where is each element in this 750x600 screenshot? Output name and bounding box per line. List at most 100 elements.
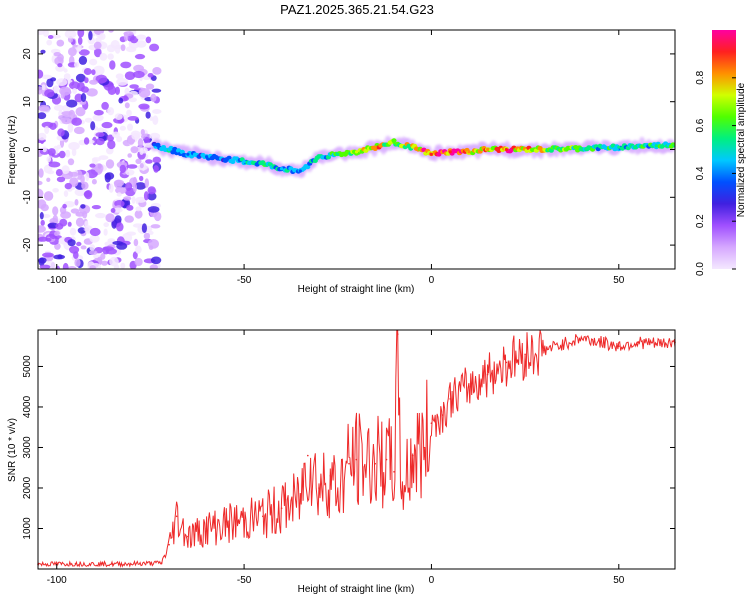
spectrogram-noise-cell: [107, 85, 117, 95]
spectrogram-noise-cell: [77, 36, 83, 46]
spectrogram-noise-cell: [56, 78, 68, 86]
spectrogram-noise-cell: [115, 86, 120, 96]
spectrogram-noise-cell: [136, 40, 147, 48]
spectrogram-y-ticks: -20 -10 0 10 20: [22, 48, 675, 252]
spectrogram-noise-cell: [44, 126, 50, 134]
spectrogram-noise-cell: [80, 204, 86, 209]
snr-data-point: [561, 343, 564, 346]
spectrogram-noise-cell: [125, 231, 137, 236]
spectrogram-noise-cell: [120, 262, 126, 269]
spectrogram-noise-cell: [126, 109, 132, 117]
spectrogram-noise-cell: [135, 206, 142, 212]
spectrogram-noise-cell: [91, 205, 101, 210]
spectrogram-track-point: [298, 169, 302, 173]
snr-data-point: [486, 373, 489, 376]
spectrogram-noise-cell: [88, 30, 93, 41]
snr-data-point: [400, 491, 403, 493]
spectrogram-noise-cell: [108, 183, 114, 193]
snr-x-axis-label: Height of straight line (km): [298, 584, 415, 595]
y-tick-label: -20: [22, 237, 33, 252]
spectrogram-track-point: [167, 147, 171, 152]
spectrogram-noise-cell: [115, 73, 124, 80]
x-tick-label: -50: [237, 575, 252, 586]
spectrogram-noise-cell: [110, 208, 116, 213]
spectrogram-noise-cell: [69, 81, 80, 90]
spectrogram-noise-cell: [46, 78, 54, 88]
spectrogram-noise-cell: [138, 88, 151, 98]
spectrogram-noise-cell: [93, 109, 104, 116]
snr-data-point: [337, 491, 339, 493]
spectrogram-track-point: [205, 155, 209, 159]
snr-data-point: [599, 341, 601, 344]
spectrogram-noise-cell: [38, 257, 47, 264]
spectrogram-track-point: [429, 152, 433, 156]
spectrogram-noise-cell: [74, 61, 80, 68]
spectrogram-noise-cell: [76, 241, 82, 247]
spectrogram-noise-cell: [145, 36, 152, 44]
spectrogram-noise-cell: [138, 103, 150, 110]
spectrogram-noise-cell: [139, 148, 144, 155]
spectrogram-noise-cell: [131, 132, 140, 140]
spectrogram-noise-cell: [85, 171, 90, 182]
colorbar-label: Normalized spectral amplitude: [736, 82, 747, 217]
snr-data-point: [355, 458, 358, 461]
spectrogram-noise-cell: [101, 260, 108, 266]
snr-data-point: [307, 454, 309, 457]
spectrogram-noise-cell: [38, 112, 47, 120]
spectrogram-noise-cell: [111, 131, 120, 138]
colorbar: 0.0 0.2 0.4 0.6 0.8 Normalized spectral ampl…: [695, 30, 747, 276]
spectrogram-noise-cell: [131, 196, 136, 204]
snr-data-points: [37, 333, 676, 565]
spectrogram-noise-cell: [53, 85, 58, 94]
spectrogram-noise-cell: [109, 60, 116, 70]
spectrogram-noise-cell: [38, 104, 50, 112]
spectrogram-noise-cell: [40, 49, 46, 54]
snr-data-point: [243, 519, 245, 522]
spectrogram-noise-cell: [80, 93, 87, 102]
spectrogram-noise-cell: [124, 87, 130, 96]
spectrogram-signal-track: [150, 135, 675, 178]
snr-data-point: [430, 422, 433, 425]
colorbar-tick-label: 0.8: [695, 70, 706, 84]
spectrogram-noise-cell: [74, 93, 83, 103]
spectrogram-noise-cell: [59, 86, 71, 96]
snr-data-point: [655, 343, 658, 346]
spectrogram-noise-cell: [71, 117, 82, 126]
spectrogram-noise-cell: [124, 215, 134, 223]
spectrogram-noise-cell: [61, 165, 70, 175]
spectrogram-noise-cell: [129, 84, 139, 89]
spectrogram-noise-cell: [130, 146, 139, 154]
spectrogram-noise-cell: [116, 222, 124, 232]
spectrogram-noise-cell: [38, 199, 47, 209]
snr-data-point: [468, 385, 470, 388]
spectrogram-noise-cell: [40, 219, 45, 226]
spectrogram-noise-cell: [93, 41, 102, 50]
spectrogram-noise-cell: [83, 137, 90, 145]
snr-data-point: [385, 458, 388, 461]
spectrogram-track-cell: [305, 164, 311, 170]
spectrogram-noise-cell: [55, 169, 63, 177]
spectrogram-noise-cell: [38, 180, 43, 186]
snr-data-point: [280, 507, 283, 510]
spectrogram-noise-cell: [44, 89, 55, 98]
spectrogram-noise-cell: [126, 204, 134, 211]
snr-data-point: [505, 361, 508, 364]
snr-data-point: [423, 446, 425, 449]
spectrogram-noise-cell: [62, 203, 67, 209]
spectrogram-noise-cell: [67, 266, 77, 269]
spectrogram-noise-cell: [149, 264, 158, 269]
spectrogram-noise-cell: [147, 192, 157, 201]
spectrogram-track-point: [448, 150, 452, 154]
spectrogram-noise-cell: [134, 53, 146, 60]
spectrogram-noise-cell: [74, 199, 79, 206]
spectrogram-noise-cell: [124, 71, 136, 80]
spectrogram-y-axis-label: Frequency (Hz): [7, 116, 18, 185]
spectrogram-noise-cell: [89, 163, 96, 168]
spectrogram-noise-cell: [99, 53, 108, 61]
spectrogram-noise-cell: [139, 175, 144, 182]
spectrogram-noise-cell: [119, 164, 127, 174]
spectrogram-noise-cell: [147, 206, 160, 213]
snr-data-point: [396, 333, 399, 335]
spectrogram-noise-cell: [143, 191, 149, 201]
snr-data-point: [74, 562, 77, 565]
